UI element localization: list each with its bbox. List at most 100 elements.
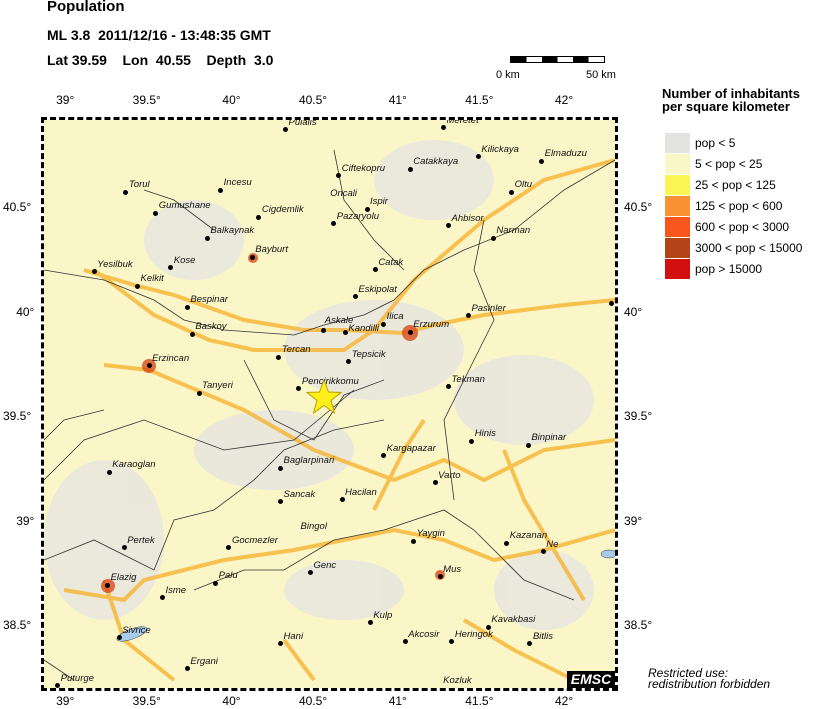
town-label: Tepsicik [351, 348, 386, 360]
town-label: Ilica [386, 311, 404, 323]
town-label: Cigdemlik [261, 204, 304, 216]
star-icon[interactable] [305, 379, 342, 415]
town-marker [540, 549, 546, 555]
town-label: Sivrice [122, 624, 151, 636]
town-marker [123, 189, 129, 195]
town-marker [168, 265, 174, 271]
legend-label: 600 < pop < 3000 [695, 220, 790, 234]
town-marker [321, 327, 327, 333]
town-marker [465, 313, 471, 319]
town-marker [307, 570, 313, 576]
town-marker [469, 438, 475, 444]
town-marker [608, 300, 614, 306]
lon-tick-label-bottom: 42° [555, 694, 574, 708]
map-background [44, 140, 615, 682]
town-label: Ahbisor [451, 212, 484, 224]
town-marker [525, 442, 531, 448]
legend-label: pop > 15000 [695, 262, 763, 276]
lon-tick-label-top: 41° [388, 93, 407, 107]
town-label: Oncali [330, 187, 358, 199]
town-marker [441, 125, 446, 131]
town-label: Kargapazar [386, 442, 436, 454]
legend-swatch [665, 133, 690, 153]
lon-tick-label-bottom: 41° [388, 694, 407, 708]
town-marker [490, 235, 496, 241]
lat-tick-label-right: 38.5° [624, 618, 653, 632]
population-map[interactable]: Pulalis Meretet Ciftekopru Catakkaya Kilicka… [44, 120, 615, 688]
town-label: Meretet [446, 120, 479, 126]
town-marker [342, 329, 348, 335]
legend-title: Number of inhabitants per square kilomet… [662, 87, 800, 113]
lon-tick-label-top: 40.5° [298, 93, 328, 107]
lon-tick-label-bottom: 39° [56, 694, 75, 708]
town-marker [256, 214, 262, 220]
town-label: Erzurum [413, 319, 450, 331]
town-label: Ne [546, 538, 559, 550]
town-marker [106, 469, 112, 475]
town-label: Kose [173, 254, 196, 266]
legend-swatch [665, 238, 690, 258]
town-label: Eskipolat [358, 283, 397, 295]
legend-title-line2: per square kilometer [662, 99, 790, 114]
town-marker [55, 683, 61, 688]
lon-tick-label-bottom: 40° [222, 694, 241, 708]
town-marker [407, 166, 413, 172]
town-label: Kazanan [509, 530, 548, 542]
town-label: Karaoglan [112, 459, 156, 471]
lat-tick-label-left: 40.5° [3, 200, 32, 214]
lon-tick-label-bottom: 41.5° [465, 694, 494, 708]
town-marker [331, 221, 337, 227]
town-label: Tanyeri [202, 380, 233, 391]
town-marker [432, 480, 438, 486]
town-label: Yesilbuk [97, 258, 133, 270]
legend-swatch [665, 175, 690, 195]
town-marker [283, 127, 289, 133]
town-marker [407, 329, 413, 335]
town-label: Hacilan [345, 486, 377, 498]
town-label: Tekman [451, 373, 485, 385]
town-label: Kilickaya [481, 143, 519, 155]
town-label: Bitlis [532, 630, 554, 642]
town-marker [184, 666, 190, 672]
scale-end-label: 50 km [586, 69, 616, 81]
town-marker [336, 173, 342, 179]
legend-label: pop < 5 [695, 136, 736, 150]
town-marker [504, 540, 510, 546]
usage-notice-line2: redistribution forbidden [648, 677, 771, 691]
town-label: Catak [378, 256, 404, 268]
town-marker [411, 538, 417, 544]
town-label: Gocmezler [231, 534, 278, 546]
town-marker [249, 254, 255, 260]
town-label: Erzincan [152, 352, 190, 364]
event-location: Lat 39.59 Lon 40.55 Depth 3.0 [47, 52, 274, 68]
town-marker [189, 331, 195, 337]
town-marker [364, 206, 370, 212]
legend-item: 5 < pop < 25 [665, 154, 815, 174]
town-marker [159, 595, 165, 601]
town-label: Bayburt [255, 244, 288, 256]
town-label: Elmaduzu [544, 148, 587, 160]
lon-tick-label-top: 39° [56, 93, 75, 107]
legend-item: 600 < pop < 3000 [665, 217, 815, 237]
town-marker [296, 386, 302, 392]
town-label: Catakkaya [413, 156, 459, 168]
town-label: Akcosir [408, 628, 440, 640]
legend-label: 5 < pop < 25 [695, 157, 763, 171]
town-label: Incesu [223, 177, 252, 189]
lon-tick-label-top: 41.5° [465, 93, 494, 107]
lat-tick-label-right: 39.5° [624, 409, 653, 423]
town-label: Hani [283, 630, 304, 642]
town-marker [276, 354, 282, 360]
town-label: Oltu [514, 179, 533, 191]
town-label: Yaygin [416, 528, 445, 540]
town-marker [509, 189, 515, 195]
town-marker [116, 635, 122, 641]
lat-tick-label-left: 39.5° [3, 409, 32, 423]
legend-swatch [665, 259, 690, 279]
town-label: Sancak [283, 488, 316, 500]
lon-tick-label-top: 40° [222, 93, 241, 107]
lat-tick-label-right: 39° [624, 513, 643, 528]
usage-notice-line1: Restricted use: [648, 666, 729, 680]
town-marker [445, 384, 451, 390]
town-label: Pasinler [471, 302, 506, 314]
